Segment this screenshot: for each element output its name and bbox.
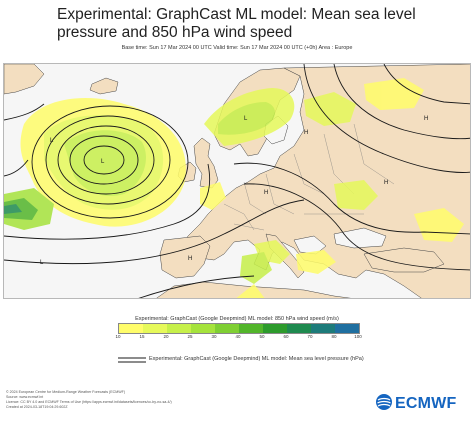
colorbar-swatch [311,324,335,333]
high-label-iberia: H [188,256,192,262]
colorbar-tick-label: 10 [115,334,121,339]
colorbar-tick-label: 70 [307,334,313,339]
ecmwf-logo: ECMWF [375,393,470,415]
low-label-southwest: L [40,260,44,266]
colorbar-tick-label: 25 [187,334,193,339]
colorbar-tick-label: 15 [139,334,145,339]
ecmwf-globe-icon [376,394,392,410]
credit-line: Source: www.ecmwf.int [6,395,44,399]
pressure-legend-label: Experimental: GraphCast (Google Deepmind… [149,356,364,362]
map-canvas: L L L L H H H H H [4,64,470,298]
credits: © 2024 European Centre for Medium-Range … [6,390,306,410]
colorbar-swatch [167,324,191,333]
colorbar-swatch [335,324,359,333]
ecmwf-wordmark: ECMWF [395,395,457,412]
colorbar-swatch [119,324,143,333]
wind-speed-ticks: 10 15 20 25 30 40 50 60 70 80 100 [115,334,361,342]
isobars [4,64,470,298]
high-label-east-2: H [384,180,388,186]
colorbar-tick-label: 100 [354,334,362,339]
high-label-northeast: H [424,116,428,122]
wind-legend-title: Experimental: GraphCast (Google Deepmind… [135,316,339,322]
chart-subtitle: Base time: Sun 17 Mar 2024 00 UTC Valid … [121,45,353,51]
credit-line: Licence: CC BY 4.0 and ECMWF Terms of Us… [6,400,172,404]
colorbar-tick-label: 50 [259,334,265,339]
pressure-legend: Experimental: GraphCast (Google Deepmind… [118,355,378,365]
colorbar-swatch [287,324,311,333]
credit-line: © 2024 European Centre for Medium-Range … [6,390,126,394]
low-label-west: L [50,138,54,144]
colorbar-swatch [239,324,263,333]
weather-map[interactable]: L L L L H H H H H [3,63,471,299]
colorbar-swatch [191,324,215,333]
chart-title: Experimental: GraphCast ML model: Mean s… [57,6,416,41]
colorbar-swatch [263,324,287,333]
colorbar-tick-label: 20 [163,334,169,339]
isobar-legend-swatch [118,357,146,363]
wind-speed-shading [4,78,464,298]
colorbar-tick-label: 30 [211,334,217,339]
colorbar-swatch [215,324,239,333]
low-label-scandinavia: L [244,116,248,122]
pressure-centres: L L L L H H H H H [40,116,428,266]
credit-line: Created at 2024-03-18T19:04:29.602Z [6,405,68,409]
high-label-east: H [304,130,308,136]
colorbar-tick-label: 80 [331,334,337,339]
low-label-main: L [101,159,105,165]
colorbar-tick-label: 60 [283,334,289,339]
high-label-central-europe: H [264,190,268,196]
colorbar-swatch [143,324,167,333]
wind-speed-colorbar [118,323,360,334]
colorbar-tick-label: 40 [235,334,241,339]
